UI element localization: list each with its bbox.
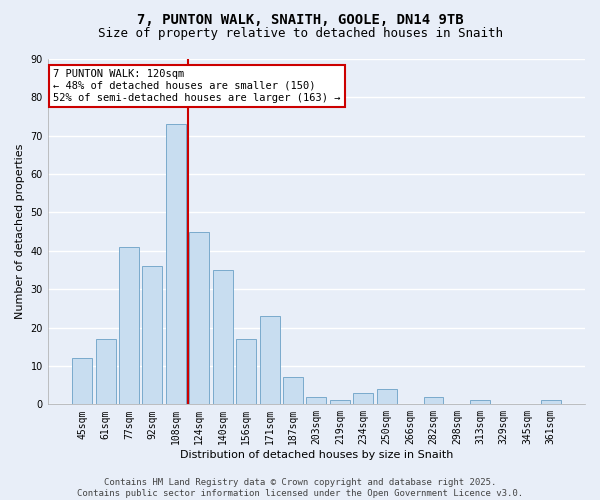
Bar — [236, 339, 256, 404]
Bar — [142, 266, 163, 404]
Bar — [541, 400, 560, 404]
Bar — [353, 393, 373, 404]
Bar — [307, 396, 326, 404]
Bar — [470, 400, 490, 404]
Y-axis label: Number of detached properties: Number of detached properties — [15, 144, 25, 320]
Bar — [283, 378, 303, 404]
Bar — [72, 358, 92, 405]
Text: Size of property relative to detached houses in Snaith: Size of property relative to detached ho… — [97, 28, 503, 40]
Bar — [190, 232, 209, 404]
Bar — [330, 400, 350, 404]
Text: 7 PUNTON WALK: 120sqm
← 48% of detached houses are smaller (150)
52% of semi-det: 7 PUNTON WALK: 120sqm ← 48% of detached … — [53, 70, 341, 102]
Bar — [213, 270, 233, 404]
Bar — [95, 339, 116, 404]
Text: 7, PUNTON WALK, SNAITH, GOOLE, DN14 9TB: 7, PUNTON WALK, SNAITH, GOOLE, DN14 9TB — [137, 12, 463, 26]
Bar — [377, 389, 397, 404]
Text: Contains HM Land Registry data © Crown copyright and database right 2025.
Contai: Contains HM Land Registry data © Crown c… — [77, 478, 523, 498]
Bar — [260, 316, 280, 404]
Bar — [166, 124, 186, 404]
Bar — [119, 247, 139, 404]
Bar — [424, 396, 443, 404]
X-axis label: Distribution of detached houses by size in Snaith: Distribution of detached houses by size … — [180, 450, 453, 460]
